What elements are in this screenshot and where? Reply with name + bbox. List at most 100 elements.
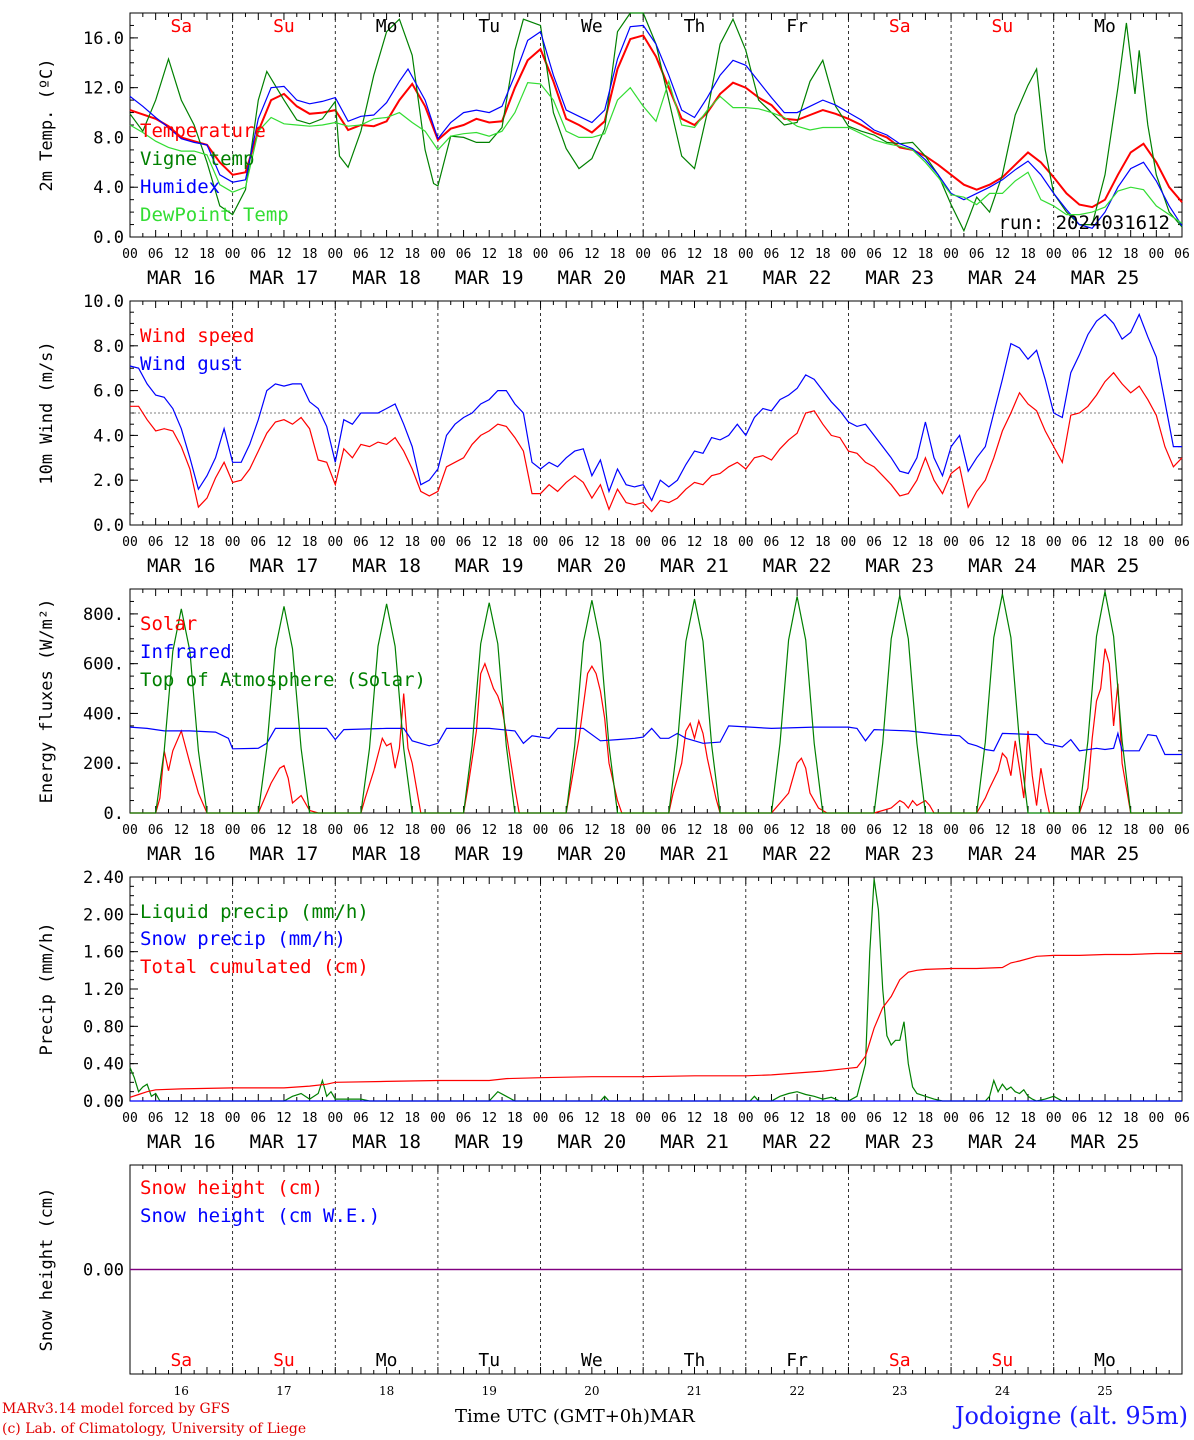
hour-tick-label: 00 [225, 535, 241, 550]
hour-tick-label: 06 [558, 535, 574, 550]
date-label: MAR 24 [968, 843, 1037, 865]
hour-tick-label: 12 [481, 1111, 497, 1126]
day-number-label: 16 [174, 1384, 189, 1398]
hour-tick-label: 06 [456, 535, 472, 550]
hour-tick-label: 18 [1123, 247, 1139, 262]
hour-tick-label: 00 [1046, 247, 1062, 262]
hour-tick-label: 06 [148, 1111, 164, 1126]
weekday-label: Th [684, 16, 706, 37]
run-label: run: 2024031612 [998, 212, 1170, 234]
hour-tick-label: 18 [404, 1111, 420, 1126]
day-number-label: 25 [1097, 1384, 1112, 1398]
hour-tick-label: 12 [584, 823, 600, 838]
hour-tick-label: 00 [533, 823, 549, 838]
hour-tick-label: 06 [866, 247, 882, 262]
date-label: MAR 24 [968, 267, 1037, 289]
date-label: MAR 17 [250, 555, 319, 577]
hour-tick-label: 12 [892, 247, 908, 262]
date-label: MAR 20 [558, 267, 627, 289]
weekday-label: Fr [786, 16, 808, 37]
hour-tick-label: 00 [1046, 535, 1062, 550]
hour-tick-label: 00 [943, 1111, 959, 1126]
date-label: MAR 21 [660, 555, 729, 577]
hour-tick-label: 06 [866, 1111, 882, 1126]
hour-tick-label: 12 [687, 535, 703, 550]
series-solar [130, 648, 1182, 814]
weekday-label: Mo [1094, 16, 1116, 37]
hour-tick-label: 00 [430, 535, 446, 550]
hour-tick-label: 18 [712, 1111, 728, 1126]
y-axis-title: 10m Wind (m/s) [37, 341, 57, 484]
hour-tick-label: 06 [764, 247, 780, 262]
hour-tick-label: 06 [969, 823, 985, 838]
y-tick-label: 400. [83, 704, 124, 724]
hour-tick-label: 18 [1123, 823, 1139, 838]
hour-tick-label: 18 [1020, 1111, 1036, 1126]
date-label: MAR 23 [865, 267, 934, 289]
date-label: MAR 24 [968, 555, 1037, 577]
series-total-cumulated-cm- [129, 952, 1182, 1098]
hour-tick-label: 18 [918, 1111, 934, 1126]
hour-tick-label: 18 [712, 823, 728, 838]
hour-tick-label: 18 [302, 535, 318, 550]
hour-tick-label: 06 [866, 535, 882, 550]
day-number-label: 19 [482, 1384, 497, 1398]
hour-tick-label: 00 [327, 535, 343, 550]
series-dewpoint-temp [129, 79, 1183, 224]
date-label: MAR 25 [1071, 1131, 1140, 1153]
panel-5: 0.00 Snow height (cm) Snow height (cm) Snow… [37, 1164, 1183, 1398]
hour-tick-label: 18 [1020, 535, 1036, 550]
hour-tick-label: 18 [918, 247, 934, 262]
hour-tick-label: 06 [558, 823, 574, 838]
hour-tick-label: 06 [353, 535, 369, 550]
hour-tick-label: 00 [122, 535, 138, 550]
weekday-label: Tu [478, 16, 500, 37]
weekday-label: Sa [170, 16, 192, 37]
hour-tick-label: 00 [1149, 1111, 1165, 1126]
hour-tick-label: 12 [379, 535, 395, 550]
hour-tick-label: 18 [815, 823, 831, 838]
hour-tick-label: 12 [789, 823, 805, 838]
hour-tick-label: 06 [456, 1111, 472, 1126]
hour-tick-label: 18 [815, 1111, 831, 1126]
date-label: MAR 16 [147, 1131, 216, 1153]
y-tick-label: 200. [83, 754, 124, 774]
hour-tick-label: 06 [1174, 535, 1190, 550]
weekday-label: We [581, 1350, 603, 1371]
date-label: MAR 22 [763, 267, 832, 289]
hour-tick-label: 06 [1072, 535, 1088, 550]
hour-tick-label: 00 [841, 535, 857, 550]
series-wind-gust [129, 312, 1182, 502]
hour-tick-label: 12 [1097, 247, 1113, 262]
y-axis-title: 2m Temp. (ºC) [37, 58, 57, 191]
hour-tick-label: 12 [995, 823, 1011, 838]
hour-tick-label: 12 [789, 535, 805, 550]
date-label: MAR 18 [352, 1131, 421, 1153]
y-tick-label: 0.0 [93, 516, 124, 536]
hour-tick-label: 06 [1174, 1111, 1190, 1126]
hour-tick-label: 06 [969, 535, 985, 550]
y-tick-label: 0.80 [83, 1017, 124, 1037]
hour-tick-label: 06 [148, 247, 164, 262]
hour-tick-label: 18 [918, 823, 934, 838]
date-label: MAR 16 [147, 267, 216, 289]
date-label: MAR 20 [558, 1131, 627, 1153]
date-label: MAR 25 [1071, 555, 1140, 577]
date-label: MAR 23 [865, 843, 934, 865]
hour-tick-label: 00 [225, 823, 241, 838]
date-label: MAR 18 [352, 555, 421, 577]
hour-tick-label: 00 [1046, 1111, 1062, 1126]
hour-tick-label: 00 [943, 535, 959, 550]
day-number-label: 17 [276, 1384, 291, 1398]
day-number-label: 20 [584, 1384, 599, 1398]
panel-1: 0.0 4.0 8.0 12.0 16.0 2m Temp. (ºC) Temperatur… [37, 12, 1190, 289]
y-tick-label: 0.0 [93, 228, 124, 248]
y-tick-label: 0. [104, 804, 124, 824]
hour-tick-label: 18 [507, 535, 523, 550]
hour-tick-label: 12 [1097, 823, 1113, 838]
date-label: MAR 17 [250, 267, 319, 289]
weekday-label: Su [992, 16, 1014, 37]
hour-tick-label: 00 [122, 1111, 138, 1126]
date-label: MAR 20 [558, 555, 627, 577]
day-number-label: 23 [892, 1384, 907, 1398]
